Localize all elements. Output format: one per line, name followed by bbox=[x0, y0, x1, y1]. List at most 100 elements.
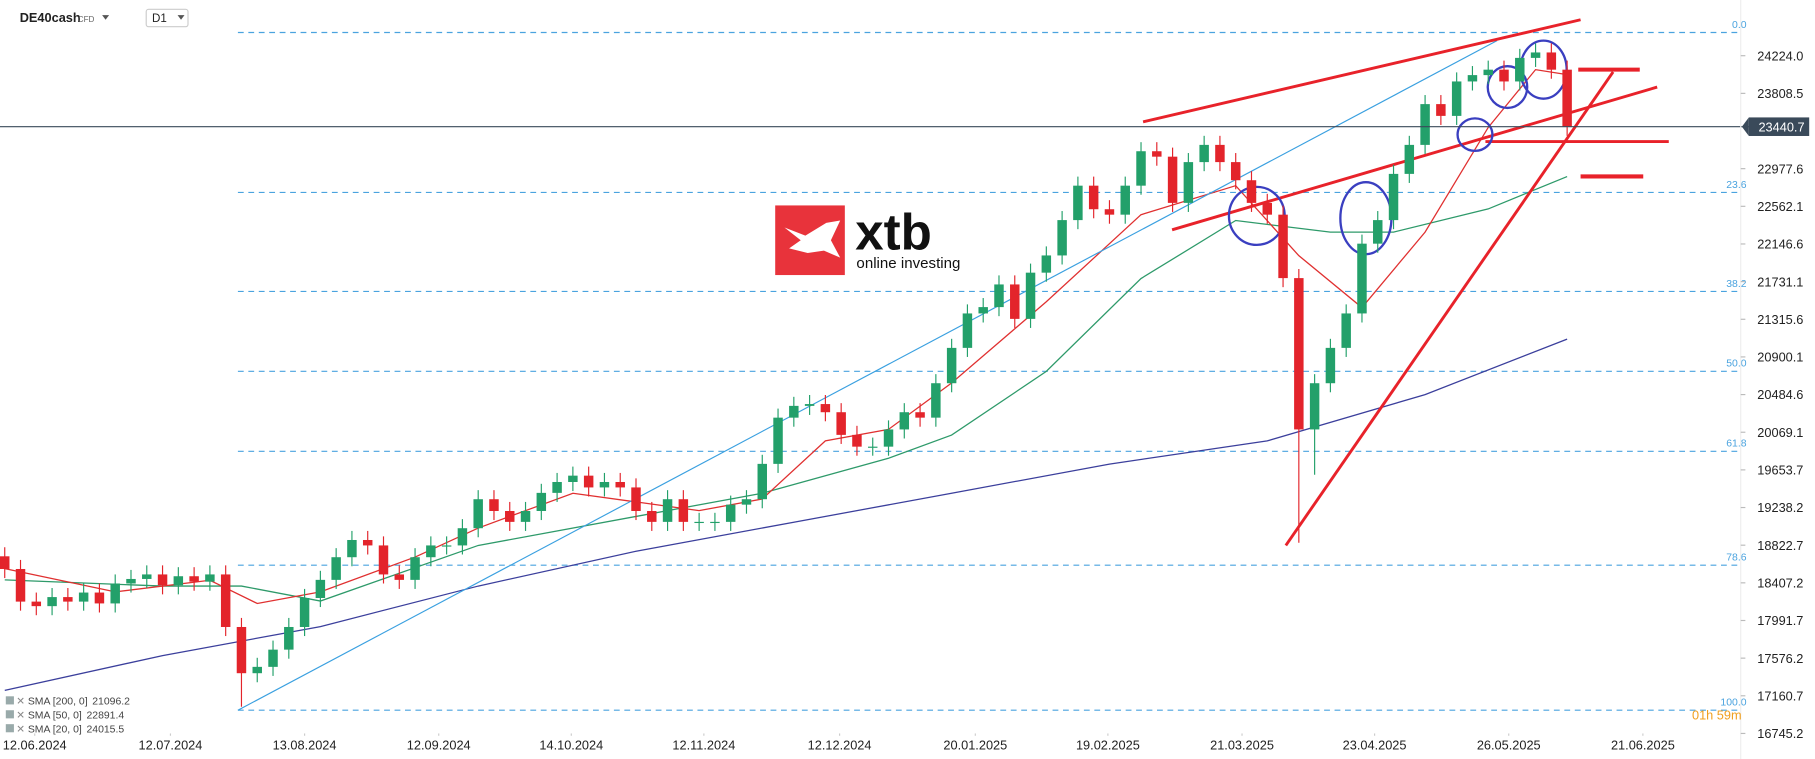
candle-body bbox=[883, 429, 894, 447]
candle-body bbox=[331, 557, 341, 580]
candle-body bbox=[710, 521, 720, 524]
candle-body bbox=[1230, 162, 1241, 181]
current-price-arrow bbox=[1741, 117, 1749, 136]
candle-body bbox=[457, 528, 468, 546]
candle-body bbox=[505, 510, 515, 522]
legend-value: 22891.4 bbox=[86, 710, 124, 721]
candle-body bbox=[268, 649, 278, 667]
candle-body bbox=[741, 499, 752, 505]
y-tick-label: 16745.2 bbox=[1757, 726, 1803, 741]
candle-body bbox=[205, 574, 215, 582]
y-tick-label: 18407.2 bbox=[1757, 575, 1803, 590]
candle-body bbox=[536, 492, 547, 511]
legend-value: 21096.2 bbox=[92, 696, 130, 707]
logo-x bbox=[784, 220, 841, 258]
fib-label: 23.6 bbox=[1726, 180, 1747, 191]
timeframe-dropdown[interactable] bbox=[177, 15, 185, 20]
candle-body bbox=[662, 499, 673, 522]
legend: ✕ SMA [200, 0] 21096.2✕ SMA [50, 0] 22891.4✕… bbox=[5, 696, 130, 735]
candle-body bbox=[520, 510, 531, 522]
candle-body bbox=[1246, 180, 1257, 203]
y-tick-label: 22146.6 bbox=[1757, 237, 1803, 252]
channel-lower bbox=[1171, 85, 1658, 232]
candle-body bbox=[915, 412, 925, 418]
logo: xtb online investing bbox=[775, 204, 960, 276]
fib-label: 78.6 bbox=[1726, 553, 1747, 564]
candle-body bbox=[599, 481, 610, 488]
trend-line bbox=[237, 40, 1498, 711]
candle-body bbox=[1215, 144, 1225, 163]
y-tick-label: 22977.6 bbox=[1757, 161, 1803, 176]
candle-body bbox=[426, 545, 436, 558]
legend-entry: SMA [50, 0] 22891.4 bbox=[28, 710, 125, 721]
candle-body bbox=[1436, 104, 1446, 116]
candle-body bbox=[189, 576, 199, 582]
candle-body bbox=[1451, 81, 1462, 116]
fib-label: 50.0 bbox=[1726, 359, 1747, 370]
candle-body bbox=[978, 307, 988, 314]
candle-body bbox=[946, 347, 957, 384]
candle-body bbox=[78, 592, 89, 602]
candle-body bbox=[110, 583, 120, 604]
candle-body bbox=[31, 601, 42, 607]
x-tick-label: 26.05.2025 bbox=[1477, 738, 1541, 753]
symbol-dropdown[interactable] bbox=[102, 15, 110, 20]
candle-body bbox=[1357, 243, 1367, 314]
candle-body bbox=[867, 446, 878, 448]
candle-body bbox=[694, 521, 704, 524]
candle-body bbox=[126, 578, 136, 584]
candle-body bbox=[725, 504, 736, 522]
candle-body bbox=[1341, 313, 1351, 348]
support-line bbox=[1284, 71, 1615, 547]
candle-body bbox=[299, 597, 310, 627]
candle-body bbox=[410, 557, 420, 580]
y-tick-label: 24224.0 bbox=[1757, 48, 1803, 63]
candle-body bbox=[1183, 162, 1194, 203]
candle-body bbox=[1120, 185, 1130, 215]
candle-body bbox=[1167, 156, 1178, 203]
candle-body bbox=[236, 626, 247, 674]
y-tick-label: 19238.2 bbox=[1757, 500, 1803, 515]
countdown: 01h 59m bbox=[1692, 708, 1742, 723]
candle-body bbox=[47, 597, 57, 607]
symbol[interactable]: DE40cash bbox=[20, 10, 81, 25]
candle-body bbox=[1136, 151, 1146, 186]
legend-close: ✕ bbox=[16, 696, 25, 707]
candle-body bbox=[220, 574, 231, 627]
candle-body bbox=[173, 576, 184, 586]
x-tick-label: 12.06.2024 bbox=[3, 738, 67, 753]
fib-label: 0.0 bbox=[1732, 20, 1747, 31]
x-tick-label: 23.04.2025 bbox=[1343, 738, 1407, 753]
candle-body bbox=[678, 499, 689, 522]
candle-body bbox=[1262, 202, 1273, 215]
candle-body bbox=[489, 499, 499, 511]
legend-icon bbox=[5, 710, 14, 719]
sma-line bbox=[4, 175, 1568, 602]
candle-body bbox=[1025, 272, 1036, 319]
timeframe-box[interactable] bbox=[145, 8, 189, 28]
y-tick-label: 20069.1 bbox=[1757, 425, 1803, 440]
y-tick-label: 17991.7 bbox=[1757, 613, 1803, 628]
candle-body bbox=[94, 592, 105, 604]
candle-body bbox=[1388, 173, 1399, 221]
x-tick-label: 12.07.2024 bbox=[139, 738, 203, 753]
candle-body bbox=[1278, 214, 1288, 279]
candle-body bbox=[63, 597, 73, 602]
y-tick-label: 22562.1 bbox=[1757, 199, 1803, 214]
candle-body bbox=[347, 539, 357, 558]
candle-body bbox=[1088, 185, 1099, 210]
fib-layer: 0.0 23.6 38.2 50.0 61.8 78.6 100.0 bbox=[237, 20, 1747, 711]
y-tick-label: 23808.5 bbox=[1757, 86, 1803, 101]
candle-body bbox=[1294, 278, 1304, 430]
candle-body bbox=[1073, 185, 1083, 221]
candle-body bbox=[1467, 75, 1478, 82]
instrument-type: CFD bbox=[78, 15, 95, 24]
candle-body bbox=[1041, 255, 1052, 273]
candle-body bbox=[15, 568, 26, 602]
timeframe[interactable]: D1 bbox=[152, 12, 167, 25]
candle-body bbox=[394, 574, 405, 580]
